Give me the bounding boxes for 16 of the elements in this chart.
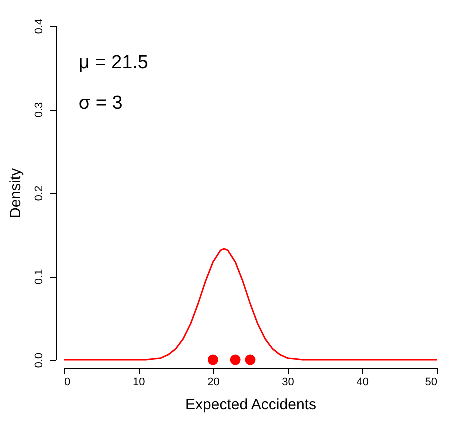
x-tick-label: 20 [208,376,220,388]
annotation: μ = 21.5 [78,52,149,74]
x-tick-label: 50 [425,376,438,388]
x-tick-label: 10 [132,376,146,388]
x-axis-title: Expected Accidents [186,396,316,414]
y-axis-title: Density [8,168,24,219]
line-series [63,248,438,361]
x-tick-label: 0 [64,376,71,388]
y-tick-label: 0.3 [34,102,46,118]
x-tick-label: 40 [356,376,370,388]
annotation: σ = 3 [78,92,123,114]
y-tick-label: 0.4 [34,18,46,34]
y-tick-label: 0.2 [34,186,46,202]
y-tick-label: 0.0 [34,352,46,368]
x-tick-label: 30 [282,376,294,388]
y-tick-label: 0.1 [34,269,46,285]
